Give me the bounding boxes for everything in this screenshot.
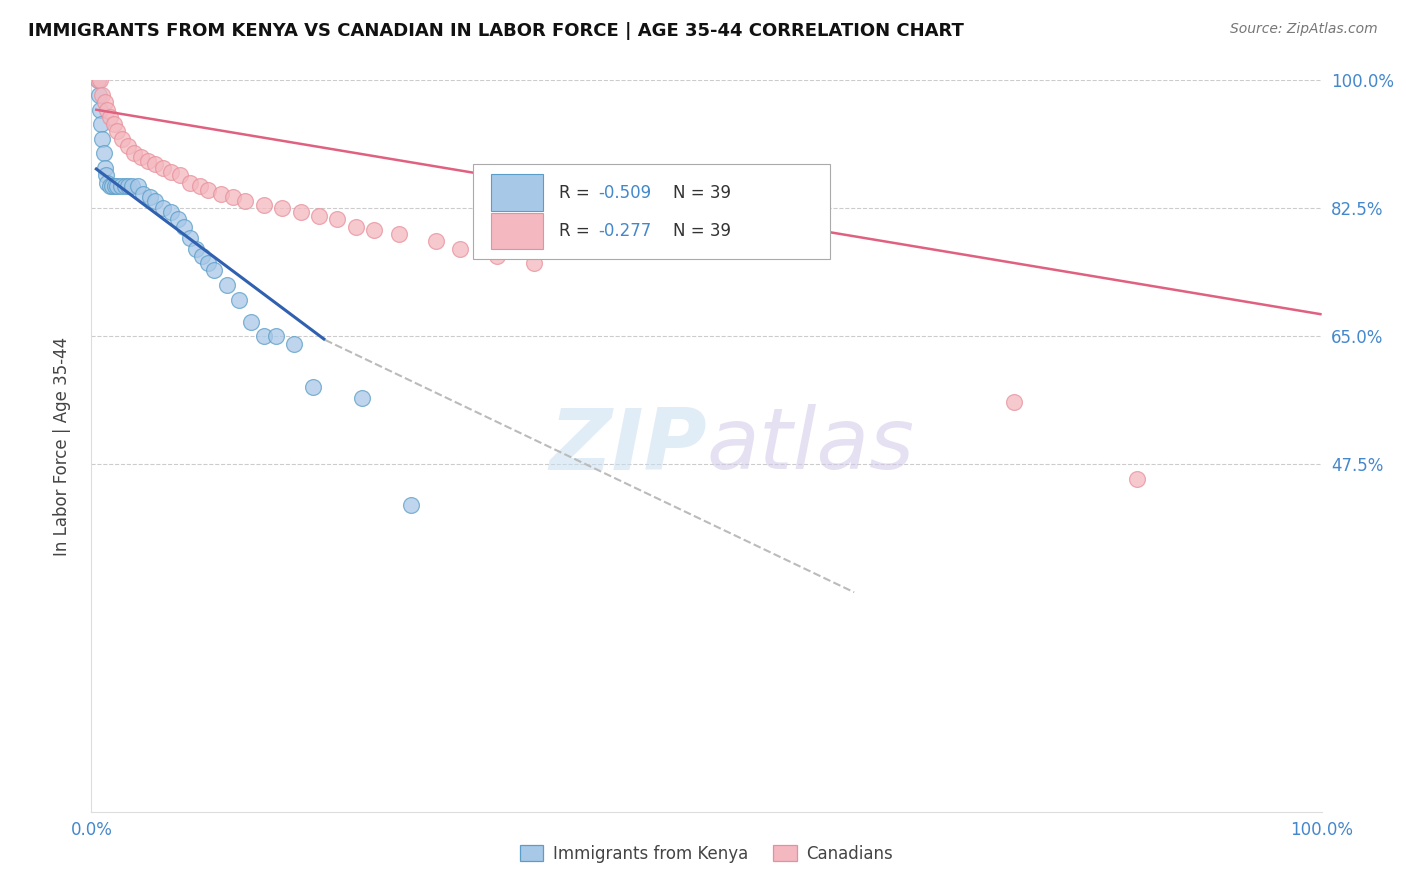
Point	[86, 73, 108, 87]
Point	[96, 176, 118, 190]
Point	[344, 219, 367, 234]
Text: -0.509: -0.509	[599, 184, 651, 202]
Point	[197, 256, 219, 270]
Point	[572, 205, 595, 219]
Point	[152, 161, 174, 175]
Point	[114, 179, 136, 194]
Point	[173, 219, 195, 234]
Point	[87, 87, 110, 102]
Point	[98, 110, 121, 124]
FancyBboxPatch shape	[472, 164, 830, 260]
Point	[89, 103, 111, 117]
Point	[166, 212, 188, 227]
Point	[523, 256, 546, 270]
Point	[145, 157, 166, 171]
Text: -0.277: -0.277	[599, 222, 651, 240]
Point	[264, 329, 287, 343]
Text: N = 39: N = 39	[673, 184, 731, 202]
Point	[169, 169, 191, 183]
Point	[136, 153, 159, 168]
FancyBboxPatch shape	[491, 213, 543, 250]
Text: ZIP: ZIP	[548, 404, 706, 488]
Y-axis label: In Labor Force | Age 35-44: In Labor Force | Age 35-44	[52, 336, 70, 556]
Point	[695, 205, 717, 219]
Text: Source: ZipAtlas.com: Source: ZipAtlas.com	[1230, 22, 1378, 37]
Point	[209, 186, 232, 201]
Point	[145, 194, 166, 208]
Point	[179, 230, 201, 244]
Point	[399, 498, 422, 512]
Point	[152, 202, 174, 216]
Point	[486, 249, 509, 263]
Legend: Immigrants from Kenya, Canadians: Immigrants from Kenya, Canadians	[513, 838, 900, 869]
Point	[222, 190, 245, 204]
Point	[388, 227, 411, 241]
Point	[91, 87, 114, 102]
Point	[104, 179, 127, 194]
Point	[94, 161, 117, 175]
Point	[271, 202, 294, 216]
Point	[98, 179, 121, 194]
Point	[326, 212, 349, 227]
Point	[110, 179, 132, 194]
Point	[96, 169, 117, 183]
FancyBboxPatch shape	[491, 175, 543, 211]
Point	[202, 263, 225, 277]
Point	[103, 117, 125, 131]
Point	[425, 234, 447, 248]
Point	[352, 392, 374, 406]
Point	[188, 179, 211, 194]
Text: N = 39: N = 39	[673, 222, 731, 240]
Point	[1126, 472, 1149, 486]
Text: IMMIGRANTS FROM KENYA VS CANADIAN IN LABOR FORCE | AGE 35-44 CORRELATION CHART: IMMIGRANTS FROM KENYA VS CANADIAN IN LAB…	[28, 22, 965, 40]
Point	[179, 176, 201, 190]
Point	[96, 103, 118, 117]
Point	[363, 223, 385, 237]
Point	[91, 132, 114, 146]
Point	[160, 205, 183, 219]
Point	[94, 95, 117, 110]
Point	[449, 242, 471, 256]
Point	[139, 190, 162, 204]
Point	[105, 124, 128, 138]
Point	[215, 278, 238, 293]
Point	[240, 315, 263, 329]
Point	[117, 139, 139, 153]
Point	[253, 197, 276, 211]
Point	[301, 380, 323, 394]
Point	[160, 164, 183, 178]
Point	[93, 146, 115, 161]
Point	[184, 242, 207, 256]
Point	[290, 205, 312, 219]
Point	[86, 73, 108, 87]
Point	[111, 132, 134, 146]
Point	[101, 179, 124, 194]
Point	[117, 179, 139, 194]
Point	[191, 249, 214, 263]
Point	[197, 183, 219, 197]
Point	[124, 146, 146, 161]
Point	[121, 179, 143, 194]
Point	[127, 179, 149, 194]
Point	[283, 336, 305, 351]
Point	[308, 209, 330, 223]
Point	[105, 179, 128, 194]
Point	[90, 117, 112, 131]
Point	[1002, 395, 1025, 409]
Point	[228, 293, 250, 307]
Point	[132, 186, 155, 201]
Point	[233, 194, 256, 208]
Point	[89, 73, 111, 87]
Point	[253, 329, 276, 343]
Text: atlas: atlas	[706, 404, 914, 488]
Text: R =: R =	[558, 184, 595, 202]
Text: R =: R =	[558, 222, 595, 240]
Point	[129, 150, 152, 164]
